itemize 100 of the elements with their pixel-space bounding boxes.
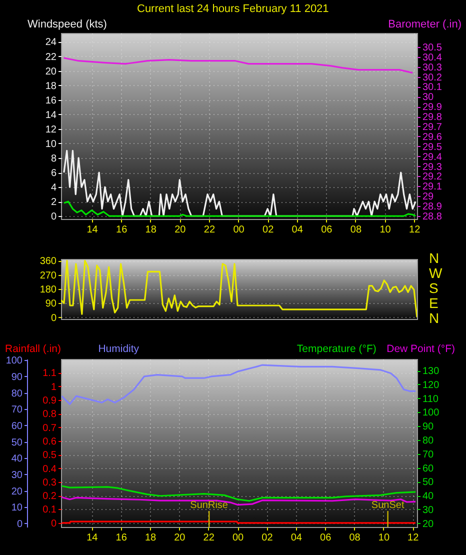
y-tick-label: 270 xyxy=(40,270,57,282)
y2-tick-label: 80 xyxy=(11,388,23,400)
x-tick-label: 12 xyxy=(408,532,420,544)
x-tick-label: 02 xyxy=(262,224,274,236)
y3-tick-label: 120 xyxy=(422,380,440,391)
text: S xyxy=(429,280,438,296)
text: Humidity xyxy=(98,343,140,355)
y3-tick-label: 80 xyxy=(422,436,434,447)
y2-tick-label: 20 xyxy=(11,486,23,498)
y2-tick-label: 29.6 xyxy=(422,132,442,143)
ref-line-label: SunSet xyxy=(371,500,404,511)
y-tick-label: 10 xyxy=(45,138,57,150)
y-tick-label: 360 xyxy=(40,256,57,268)
x-tick-label: 20 xyxy=(174,532,186,544)
y-tick-label: 0.6 xyxy=(42,436,57,448)
y2-tick-label: 30.3 xyxy=(422,62,442,74)
y2-tick-label: 29.1 xyxy=(422,182,442,193)
y-tick-label: 0.8 xyxy=(42,409,57,420)
x-tick-label: 10 xyxy=(378,532,390,544)
y3-tick-label: 20 xyxy=(422,518,434,530)
y3-tick-label: 90 xyxy=(422,422,434,433)
y3-tick-label: 50 xyxy=(422,477,434,488)
x-tick-label: 14 xyxy=(86,532,98,544)
y2-tick-label: 60 xyxy=(11,420,23,432)
y-tick-label: 0.7 xyxy=(42,422,57,434)
x-tick-label: 08 xyxy=(350,224,362,236)
y-tick-label: 0 xyxy=(50,518,57,530)
y2-tick-label: 30.4 xyxy=(422,52,442,64)
x-tick-label: 10 xyxy=(380,224,392,236)
y2-tick-label: 50 xyxy=(11,437,23,448)
y2-tick-label: 90 xyxy=(11,372,23,383)
y2-axis-title: Barometer (.in) xyxy=(388,18,462,30)
text: Rainfall (.in) xyxy=(5,343,62,355)
y2-tick-label: 0 xyxy=(16,518,23,530)
text: Temperature (°F) xyxy=(296,343,376,355)
y3-tick-label: 130 xyxy=(422,366,440,378)
y2-tick-label: 29.5 xyxy=(422,142,442,153)
y2-tick-label: 30.5 xyxy=(422,42,442,54)
y2-tick-label: 30.2 xyxy=(422,72,442,84)
y2-tick-label: 29.7 xyxy=(422,122,442,133)
y2-tick-label: 30.1 xyxy=(422,82,442,94)
chart-title: Current last 24 hours February 11 2021 xyxy=(137,3,329,15)
y-tick-label: 0.3 xyxy=(42,477,57,488)
y-tick-label: 90 xyxy=(45,298,57,310)
y2-tick-label: 29.2 xyxy=(422,172,442,183)
x-tick-label: 12 xyxy=(409,224,421,236)
text: Dew Point (°F) xyxy=(386,343,455,355)
y3-tick-label: 110 xyxy=(422,394,439,405)
y-tick-label: 14 xyxy=(45,110,57,121)
y2-tick-label: 29.9 xyxy=(422,102,442,114)
x-tick-label: 16 xyxy=(116,532,128,544)
y2-tick-label: 30 xyxy=(11,470,23,481)
y2-tick-label: 30 xyxy=(422,92,434,104)
y-axis-title: Windspeed (kts) xyxy=(28,18,107,30)
y2-tick-label: 28.9 xyxy=(422,202,442,213)
y2-tick-label: 29.4 xyxy=(422,152,442,163)
y2-tick-label: 40 xyxy=(11,454,23,465)
y-tick-label: 0.9 xyxy=(42,395,57,406)
ref-line-label: SunRise xyxy=(190,500,228,511)
x-tick-label: 06 xyxy=(320,532,332,544)
x-tick-label: 04 xyxy=(292,224,304,236)
y-tick-label: 18 xyxy=(45,80,57,92)
line-series xyxy=(61,364,416,406)
y3-tick-label: 60 xyxy=(422,463,434,474)
line-series xyxy=(61,260,417,318)
y-tick-label: 0 xyxy=(50,312,57,324)
y-tick-label: 0.5 xyxy=(42,450,57,462)
y-tick-label: 6 xyxy=(50,168,57,179)
y2-tick-label: 70 xyxy=(11,404,23,416)
y2-tick-label: 29 xyxy=(422,192,434,203)
x-tick-label: 18 xyxy=(145,224,157,236)
y2-tick-label: 29.8 xyxy=(422,112,442,124)
text: E xyxy=(429,295,438,311)
y-tick-label: 22 xyxy=(45,52,57,63)
y3-tick-label: 30 xyxy=(422,504,434,516)
x-tick-label: 06 xyxy=(321,224,333,236)
y-tick-label: 0.2 xyxy=(42,491,57,502)
y-tick-label: 180 xyxy=(40,284,57,296)
y-tick-label: 0.4 xyxy=(42,464,57,475)
y3-tick-label: 100 xyxy=(422,408,440,419)
y-tick-label: 20 xyxy=(45,66,57,78)
y-tick-label: 24 xyxy=(45,37,57,48)
y-tick-label: 16 xyxy=(45,95,57,106)
y-tick-label: 1 xyxy=(50,382,57,393)
line-series xyxy=(61,485,416,502)
y-tick-label: 0 xyxy=(50,212,57,223)
y-tick-label: 2 xyxy=(50,197,57,208)
x-tick-label: 00 xyxy=(232,532,244,544)
x-tick-label: 14 xyxy=(86,224,98,236)
y-tick-label: 4 xyxy=(50,182,57,194)
x-tick-label: 08 xyxy=(349,532,361,544)
x-tick-label: 22 xyxy=(204,224,216,236)
x-tick-label: 02 xyxy=(262,532,274,544)
y3-tick-label: 40 xyxy=(422,491,434,502)
y-tick-label: 1.1 xyxy=(42,368,57,380)
text: W xyxy=(429,265,443,281)
text: N xyxy=(429,250,440,266)
y-tick-label: 8 xyxy=(50,153,57,164)
x-tick-label: 04 xyxy=(290,532,302,544)
y2-tick-label: 10 xyxy=(11,502,23,514)
